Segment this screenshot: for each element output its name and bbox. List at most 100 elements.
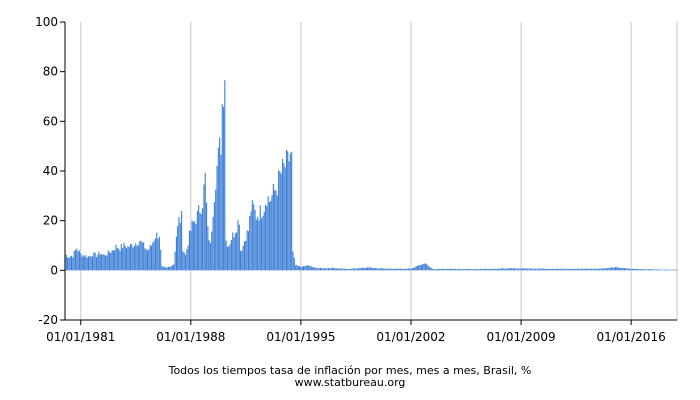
bar (367, 267, 369, 271)
bar (452, 268, 454, 271)
bar (524, 268, 526, 271)
bar (95, 257, 98, 271)
bar (537, 268, 539, 271)
bar (495, 268, 497, 271)
bar (288, 161, 290, 271)
bar (634, 268, 636, 271)
bar (243, 241, 246, 271)
bar (465, 269, 467, 271)
bar (582, 268, 584, 271)
bar (182, 251, 184, 271)
bar (399, 268, 402, 271)
bar (338, 268, 340, 271)
bar (65, 254, 67, 271)
bar (99, 254, 101, 271)
bar (323, 268, 326, 271)
bar (296, 265, 298, 271)
bar (167, 266, 170, 271)
bar (431, 268, 433, 271)
bar (559, 268, 561, 271)
bar (665, 269, 668, 271)
bar (115, 244, 117, 271)
bar (557, 268, 559, 271)
bar (474, 269, 476, 271)
bar (169, 266, 171, 271)
bar (356, 268, 358, 271)
bar (111, 250, 113, 271)
bar (523, 268, 525, 271)
bar (660, 269, 662, 271)
bar (234, 233, 236, 271)
bar (575, 268, 577, 271)
bar (656, 269, 658, 271)
bar (135, 243, 137, 271)
bar (173, 264, 175, 271)
bar (314, 267, 316, 271)
bar (221, 104, 223, 271)
bar (639, 269, 641, 271)
bar (215, 189, 217, 271)
bar (161, 266, 163, 271)
bar (482, 269, 484, 271)
bar (132, 247, 134, 271)
bar (455, 268, 457, 271)
bar (534, 268, 537, 271)
y-tick-labels: -20 0 20 40 60 80 100 (35, 15, 58, 327)
bar (550, 268, 552, 271)
bar (458, 269, 461, 271)
bar (506, 268, 508, 271)
bar (229, 244, 231, 271)
bar (606, 268, 609, 271)
bar (359, 268, 361, 271)
bar (202, 208, 204, 271)
bar (610, 267, 613, 271)
bar (449, 268, 451, 271)
bar (195, 224, 197, 271)
bar (68, 257, 70, 271)
bar (166, 267, 168, 271)
bar (299, 266, 301, 271)
bar (124, 246, 126, 271)
bar (217, 147, 219, 271)
bar (190, 231, 192, 271)
bar (363, 267, 365, 271)
x-tick-label: 01/01/1988 (156, 330, 225, 344)
bar (282, 158, 284, 271)
bar (114, 250, 116, 271)
bar (621, 268, 623, 271)
bar (200, 213, 202, 271)
bar (375, 268, 377, 271)
bar (614, 266, 616, 271)
plot-area (65, 22, 677, 320)
bar (392, 268, 394, 271)
bar (398, 268, 400, 271)
bar (613, 267, 615, 271)
bar (504, 268, 506, 271)
bar (107, 250, 109, 271)
x-tick-label: 01/01/1995 (266, 330, 335, 344)
bar (207, 226, 209, 271)
bar (626, 268, 628, 271)
bar (348, 269, 350, 271)
bar (219, 137, 221, 271)
bar (489, 269, 491, 271)
bar (297, 266, 299, 271)
bar (562, 268, 564, 271)
bar (377, 268, 379, 271)
y-tick-label: 100 (35, 15, 58, 29)
bar (386, 268, 388, 271)
bar (572, 268, 575, 271)
bar (578, 268, 580, 271)
bar (355, 268, 357, 271)
bar (97, 254, 99, 271)
bar (94, 252, 96, 271)
bar (74, 249, 77, 271)
bar (289, 153, 291, 271)
bar (236, 232, 238, 271)
bar (545, 268, 547, 271)
bar (295, 265, 297, 271)
bar (597, 268, 599, 271)
bar (112, 250, 115, 271)
bar (93, 252, 95, 271)
bar (635, 269, 637, 271)
